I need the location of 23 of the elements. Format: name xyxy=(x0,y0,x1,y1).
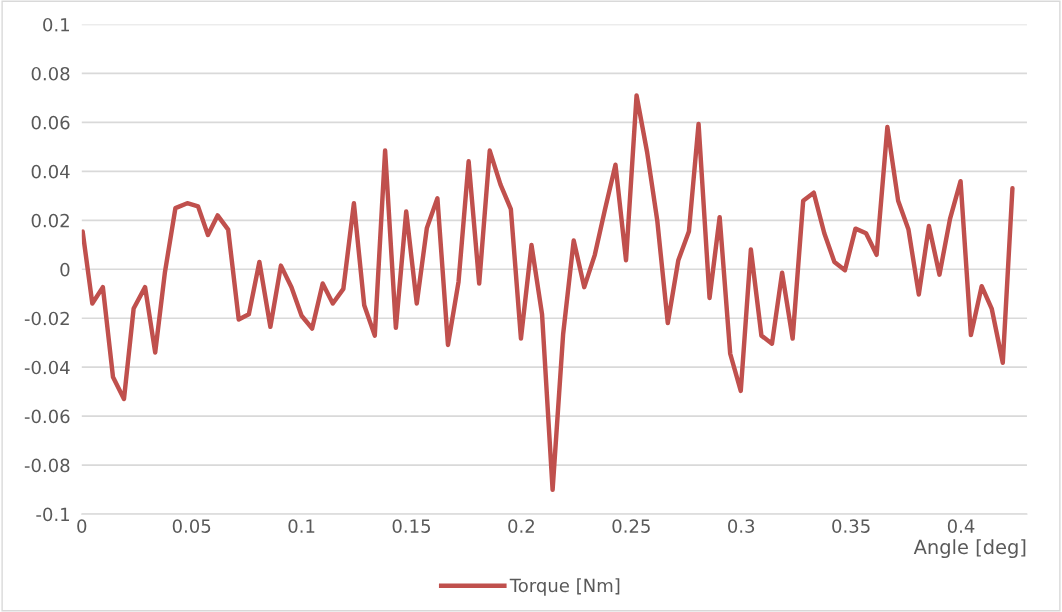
x-tick-label: 0.35 xyxy=(832,519,870,533)
x-tick-label: 0 xyxy=(77,519,87,533)
y-tick-label: 0.1 xyxy=(43,17,69,32)
y-tick-label: -0.04 xyxy=(24,360,70,375)
x-tick-label: 0.15 xyxy=(392,519,431,533)
y-tick-label: 0.02 xyxy=(31,213,69,228)
y-tick-label: 0.06 xyxy=(31,115,70,130)
x-tick-label: 0.25 xyxy=(612,519,650,533)
x-tick-label: 0.05 xyxy=(172,519,211,533)
y-tick-label: -0.1 xyxy=(36,507,69,522)
line-series xyxy=(81,93,1015,493)
x-axis-title: Angle [deg] xyxy=(913,539,1026,559)
x-tick-label: 0.2 xyxy=(508,519,534,533)
legend-label: Torque [Nm] xyxy=(509,578,620,596)
y-tick-label: -0.08 xyxy=(24,458,70,473)
y-tick-label: 0.04 xyxy=(31,164,70,179)
y-tick-label: -0.06 xyxy=(24,409,70,424)
x-tick-label: 0.4 xyxy=(947,519,975,533)
y-tick-label: 0 xyxy=(60,262,70,277)
y-tick-label: 0.08 xyxy=(31,66,70,81)
x-tick-label: 0.1 xyxy=(288,519,315,533)
x-tick-label: 0.3 xyxy=(728,519,755,533)
y-tick-label: -0.02 xyxy=(24,311,69,326)
